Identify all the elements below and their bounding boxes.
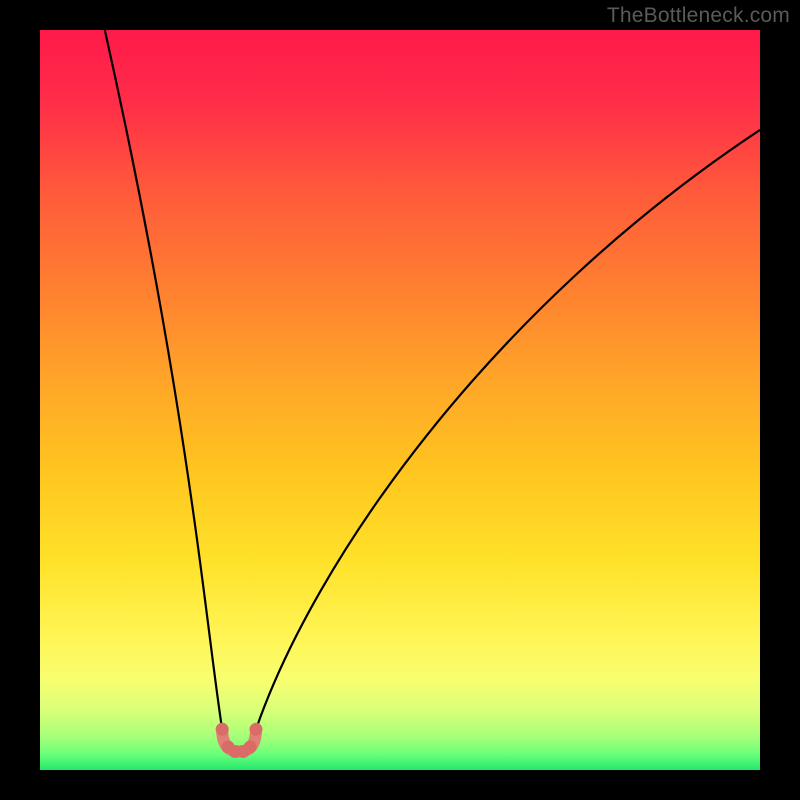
gradient-plot-area bbox=[40, 30, 760, 770]
valley-dot bbox=[244, 741, 257, 754]
valley-dot bbox=[216, 723, 229, 736]
bottleneck-chart bbox=[0, 0, 800, 800]
valley-dot bbox=[250, 723, 263, 736]
watermark-text: TheBottleneck.com bbox=[607, 4, 790, 28]
